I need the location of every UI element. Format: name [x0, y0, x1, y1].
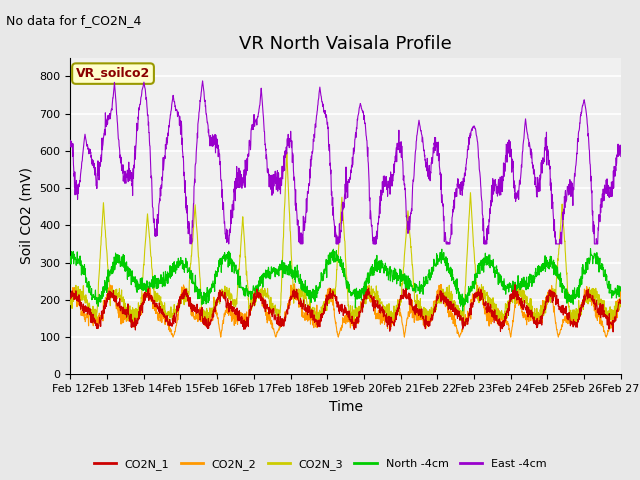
X-axis label: Time: Time [328, 400, 363, 414]
Title: VR North Vaisala Profile: VR North Vaisala Profile [239, 35, 452, 53]
Legend: CO2N_1, CO2N_2, CO2N_3, North -4cm, East -4cm: CO2N_1, CO2N_2, CO2N_3, North -4cm, East… [90, 455, 550, 474]
Y-axis label: Soil CO2 (mV): Soil CO2 (mV) [20, 168, 34, 264]
Text: No data for f_CO2N_4: No data for f_CO2N_4 [6, 14, 142, 27]
Text: VR_soilco2: VR_soilco2 [76, 67, 150, 80]
